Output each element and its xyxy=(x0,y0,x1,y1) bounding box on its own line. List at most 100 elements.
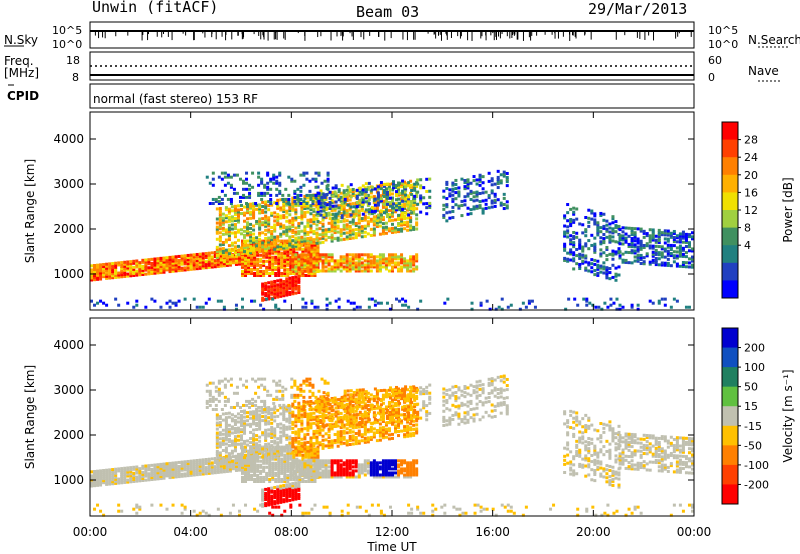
data-cell xyxy=(327,227,331,231)
data-cell xyxy=(99,483,103,487)
data-cell xyxy=(162,468,166,472)
data-cell xyxy=(306,261,310,265)
data-cell xyxy=(267,236,271,240)
data-cell xyxy=(303,202,307,206)
data-cell xyxy=(319,213,323,217)
data-cell xyxy=(639,239,643,243)
data-cell xyxy=(342,203,346,207)
data-cell xyxy=(303,261,307,265)
data-cell xyxy=(246,249,250,253)
data-cell xyxy=(261,292,265,296)
data-cell xyxy=(400,265,404,269)
data-cell xyxy=(684,305,688,309)
data-cell xyxy=(239,250,243,254)
data-cell xyxy=(599,242,603,246)
data-cell xyxy=(406,259,410,263)
data-cell xyxy=(642,260,646,264)
data-cell xyxy=(239,458,243,462)
data-cell xyxy=(339,263,343,267)
data-cell xyxy=(267,281,271,285)
data-cell xyxy=(250,453,254,457)
data-cell xyxy=(277,274,281,277)
data-cell xyxy=(530,299,534,303)
data-cell xyxy=(398,208,402,212)
colorbar-segment xyxy=(722,174,738,193)
data-cell xyxy=(363,230,367,234)
data-cell xyxy=(345,219,349,223)
data-cell xyxy=(354,213,358,217)
data-cell xyxy=(326,171,330,175)
data-cell xyxy=(111,468,115,472)
data-cell xyxy=(334,216,338,220)
data-cell xyxy=(162,470,166,474)
data-cell xyxy=(330,219,334,223)
data-cell xyxy=(268,259,272,263)
data-cell xyxy=(602,224,606,228)
data-cell xyxy=(288,209,292,213)
data-cell xyxy=(313,451,317,455)
data-cell xyxy=(221,232,225,236)
data-cell xyxy=(288,225,292,229)
data-cell xyxy=(274,473,278,477)
data-cell xyxy=(384,225,388,229)
data-cell xyxy=(630,305,634,309)
data-cell xyxy=(96,263,100,267)
data-cell xyxy=(189,459,193,463)
data-cell xyxy=(288,482,292,486)
data-cell xyxy=(238,177,242,181)
data-cell xyxy=(120,477,124,481)
data-cell xyxy=(221,240,225,244)
data-cell xyxy=(301,274,305,277)
data-cell xyxy=(183,260,187,264)
data-cell xyxy=(243,427,247,431)
data-cell xyxy=(93,472,97,476)
data-cell xyxy=(150,265,154,269)
data-cell xyxy=(253,257,257,261)
data-cell xyxy=(415,217,419,221)
data-cell xyxy=(300,415,304,419)
data-cell xyxy=(337,198,341,202)
data-cell xyxy=(684,261,688,265)
data-cell xyxy=(285,487,289,491)
data-cell xyxy=(412,257,416,261)
data-cell xyxy=(269,199,273,203)
data-cell xyxy=(220,171,224,175)
data-cell xyxy=(105,472,109,476)
data-cell xyxy=(279,284,283,288)
data-cell xyxy=(309,224,313,228)
data-cell xyxy=(313,455,317,459)
data-cell xyxy=(138,271,142,275)
data-cell xyxy=(413,207,417,211)
data-cell xyxy=(651,244,655,248)
data-cell xyxy=(288,411,292,415)
data-cell xyxy=(660,251,664,255)
data-cell xyxy=(282,448,286,452)
data-cell xyxy=(300,269,304,273)
data-cell xyxy=(639,257,643,261)
data-cell xyxy=(252,454,256,458)
data-cell xyxy=(375,222,379,226)
data-cell xyxy=(105,264,109,268)
data-cell xyxy=(267,452,271,456)
data-cell xyxy=(276,441,280,445)
data-cell xyxy=(291,437,295,441)
data-cell xyxy=(271,473,275,477)
data-cell xyxy=(291,496,295,500)
data-cell xyxy=(249,233,253,237)
data-cell xyxy=(241,465,244,469)
data-cell xyxy=(244,457,248,461)
data-cell xyxy=(198,472,202,476)
data-cell xyxy=(264,200,268,204)
data-cell xyxy=(252,248,256,252)
data-cell xyxy=(227,440,231,444)
data-cell xyxy=(605,258,609,262)
data-cell xyxy=(264,232,268,236)
data-cell xyxy=(297,276,301,280)
data-cell xyxy=(639,227,643,231)
data-cell xyxy=(336,265,340,269)
data-cell xyxy=(401,189,405,193)
data-cell xyxy=(280,477,284,481)
data-cell xyxy=(404,199,408,203)
data-cell xyxy=(599,270,603,274)
data-cell xyxy=(285,433,289,437)
